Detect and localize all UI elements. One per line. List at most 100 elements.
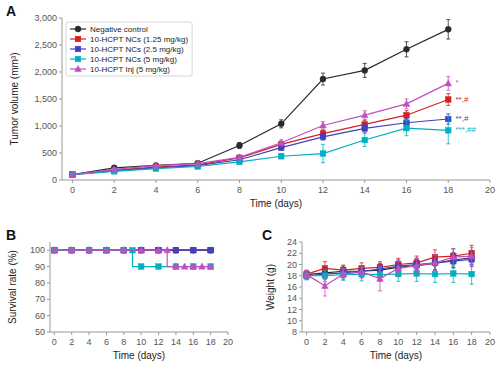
marker bbox=[414, 262, 420, 268]
legend-marker bbox=[75, 26, 81, 32]
x-tick-label: 4 bbox=[153, 185, 158, 195]
marker bbox=[70, 172, 76, 178]
y-tick-label: 60 bbox=[35, 311, 45, 321]
marker bbox=[278, 121, 284, 127]
y-tick-label: 3,000 bbox=[34, 13, 57, 23]
x-tick bbox=[210, 332, 211, 335]
marker bbox=[432, 260, 438, 266]
marker bbox=[51, 247, 58, 253]
marker bbox=[432, 271, 438, 277]
series bbox=[304, 250, 475, 278]
x-tick-label: 6 bbox=[359, 337, 364, 347]
y-tick bbox=[47, 250, 50, 251]
x-tick bbox=[490, 332, 491, 335]
x-tick bbox=[471, 332, 472, 335]
y-tick bbox=[299, 320, 302, 321]
marker bbox=[155, 247, 162, 253]
marker bbox=[414, 263, 420, 269]
marker bbox=[173, 247, 179, 253]
marker bbox=[86, 247, 92, 253]
y-tick bbox=[59, 72, 62, 73]
plot-area bbox=[69, 20, 451, 178]
x-tick bbox=[434, 332, 435, 335]
annotation: **,# bbox=[456, 95, 469, 104]
marker bbox=[121, 247, 128, 253]
series bbox=[51, 247, 214, 270]
error-bar bbox=[446, 94, 450, 106]
error-bar bbox=[321, 133, 325, 140]
panel: 024681012141618205060708090100Time (days… bbox=[6, 227, 233, 361]
y-tick-label: 8 bbox=[292, 327, 297, 337]
marker bbox=[320, 151, 326, 157]
marker bbox=[303, 271, 310, 277]
panel-title: A bbox=[6, 3, 16, 19]
y-axis-line bbox=[50, 242, 51, 332]
x-tick bbox=[197, 180, 198, 183]
marker bbox=[70, 172, 76, 178]
marker bbox=[207, 263, 214, 269]
x-axis-line bbox=[62, 180, 490, 181]
y-tick bbox=[59, 180, 62, 181]
x-tick-label: 20 bbox=[485, 185, 495, 195]
series bbox=[70, 94, 451, 178]
error-bar bbox=[404, 42, 408, 57]
series-line bbox=[72, 100, 448, 175]
y-tick bbox=[299, 298, 302, 299]
x-tick-label: 18 bbox=[443, 185, 453, 195]
error-bar bbox=[470, 264, 474, 284]
x-tick-label: 18 bbox=[206, 337, 216, 347]
error-bar bbox=[363, 134, 367, 147]
x-tick bbox=[158, 332, 159, 335]
y-tick-label: 100 bbox=[30, 245, 45, 255]
marker bbox=[86, 247, 92, 253]
marker bbox=[395, 265, 402, 271]
marker bbox=[320, 76, 326, 82]
marker bbox=[52, 247, 58, 253]
x-tick bbox=[306, 332, 307, 335]
series-line bbox=[72, 83, 448, 174]
y-tick-label: 10 bbox=[287, 316, 297, 326]
marker bbox=[320, 134, 326, 140]
x-tick bbox=[343, 332, 344, 335]
x-tick bbox=[490, 180, 491, 183]
marker bbox=[70, 172, 76, 178]
marker bbox=[173, 247, 179, 253]
marker bbox=[164, 247, 171, 253]
figure: 0246810121416182005001,0001,5002,0002,50… bbox=[0, 0, 500, 377]
marker bbox=[86, 247, 92, 253]
marker bbox=[445, 80, 452, 86]
y-tick bbox=[299, 332, 302, 333]
x-tick bbox=[193, 332, 194, 335]
y-tick bbox=[59, 18, 62, 19]
x-tick bbox=[141, 332, 142, 335]
legend-label: 10-HCPT NCs (2.5 mg/kg) bbox=[90, 45, 184, 54]
error-bar bbox=[237, 160, 241, 164]
marker bbox=[208, 247, 214, 253]
error-bar bbox=[279, 120, 283, 128]
legend-label: 10-HCPT Inj (5 mg/kg) bbox=[90, 65, 170, 74]
x-tick-label: 0 bbox=[304, 337, 309, 347]
marker bbox=[69, 247, 75, 253]
marker bbox=[190, 247, 196, 253]
legend-marker bbox=[75, 46, 81, 52]
marker bbox=[236, 142, 242, 148]
x-tick bbox=[54, 332, 55, 335]
y-tick-label: 80 bbox=[35, 278, 45, 288]
marker bbox=[104, 247, 110, 253]
y-axis-label: Survival rate (%) bbox=[7, 250, 18, 324]
x-tick-label: 2 bbox=[322, 337, 327, 347]
marker bbox=[138, 247, 144, 253]
panel: 0246810121416182081012141618202224Time (… bbox=[262, 227, 495, 361]
x-axis-line bbox=[302, 332, 490, 333]
y-tick bbox=[299, 287, 302, 288]
x-tick-label: 12 bbox=[412, 337, 422, 347]
step-line bbox=[54, 250, 210, 266]
marker bbox=[395, 264, 401, 270]
series bbox=[69, 77, 451, 178]
y-tick-label: 1,500 bbox=[34, 94, 57, 104]
marker bbox=[173, 264, 179, 270]
series bbox=[303, 248, 475, 296]
x-tick bbox=[448, 180, 449, 183]
y-tick-label: 2,500 bbox=[34, 40, 57, 50]
x-tick-label: 6 bbox=[104, 337, 109, 347]
